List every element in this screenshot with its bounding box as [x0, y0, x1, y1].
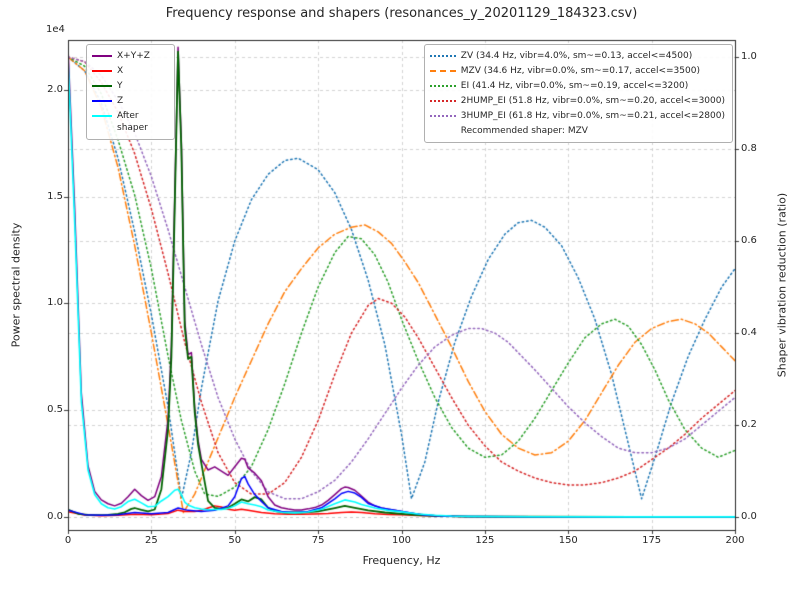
x-tick-label: 25: [145, 535, 158, 546]
legend-measurements: X+Y+Z X Y Z After shaper: [86, 44, 175, 140]
legend-label: ZV (34.4 Hz, vibr=4.0%, sm~=0.13, accel<…: [460, 50, 693, 61]
legend-item-x-y-z: X+Y+Z: [92, 48, 167, 63]
legend-item-zv: ZV (34.4 Hz, vibr=4.0%, sm~=0.13, accel<…: [429, 48, 725, 63]
legend-item-2hump-ei: 2HUMP_EI (51.8 Hz, vibr=0.0%, sm~=0.20, …: [429, 93, 725, 108]
legend-line-sample: [92, 84, 112, 87]
recommended-shaper-note: Recommended shaper: MZV: [460, 126, 588, 137]
y-left-tick-label: 2.0: [47, 83, 63, 95]
legend-item-z: Z: [92, 93, 167, 108]
legend-line-sample: [92, 69, 112, 72]
legend-line-sample: [92, 99, 112, 102]
legend-item-mzv: MZV (34.6 Hz, vibr=0.0%, sm~=0.17, accel…: [429, 63, 725, 78]
legend-label: X+Y+Z: [117, 50, 150, 61]
y-left-tick-label: 1.5: [47, 190, 63, 202]
legend-item-after: After shaper: [92, 109, 167, 136]
y-right-tick-label: 0.6: [741, 235, 757, 247]
legend-label: 2HUMP_EI (51.8 Hz, vibr=0.0%, sm~=0.20, …: [460, 95, 725, 106]
legend-label: EI (41.4 Hz, vibr=0.0%, sm~=0.19, accel<…: [460, 80, 689, 91]
y-left-tick-label: 0.0: [47, 510, 63, 522]
x-tick-label: 175: [642, 535, 662, 546]
y-axis-label-left: Power spectral density: [9, 222, 23, 348]
legend-line-sample: [429, 99, 456, 102]
x-tick-label: 200: [725, 535, 745, 546]
x-tick-label: 150: [558, 535, 578, 546]
x-tick-label: 100: [391, 535, 412, 546]
chart-title: Frequency response and shapers (resonanc…: [165, 6, 638, 21]
legend-item-3hump-ei: 3HUMP_EI (61.8 Hz, vibr=0.0%, sm~=0.21, …: [429, 109, 725, 124]
legend-label: Y: [117, 80, 123, 91]
x-tick-label: 0: [64, 535, 72, 546]
y-right-tick-label: 0.0: [741, 511, 757, 523]
x-tick-label: 75: [311, 535, 325, 546]
legend-label: 3HUMP_EI (61.8 Hz, vibr=0.0%, sm~=0.21, …: [460, 111, 725, 122]
x-tick-label: 50: [228, 535, 242, 546]
y-right-tick-label: 1.0: [741, 51, 757, 63]
y-axis-offset-label: 1e4: [46, 24, 65, 35]
legend-shapers: ZV (34.4 Hz, vibr=4.0%, sm~=0.13, accel<…: [423, 44, 733, 143]
y-right-tick-label: 0.2: [741, 419, 757, 431]
legend-line-sample: [429, 69, 456, 72]
y-right-tick-label: 0.8: [741, 143, 757, 155]
legend-item-y: Y: [92, 78, 167, 93]
legend-label: MZV (34.6 Hz, vibr=0.0%, sm~=0.17, accel…: [460, 65, 700, 76]
legend-line-sample: [429, 115, 456, 118]
legend-label: After shaper: [117, 111, 148, 134]
legend-item-x: X: [92, 63, 167, 78]
y-left-tick-label: 0.5: [47, 404, 63, 416]
legend-line-sample: [429, 54, 456, 57]
legend-item-ei: EI (41.4 Hz, vibr=0.0%, sm~=0.19, accel<…: [429, 78, 725, 93]
x-axis-label: Frequency, Hz: [362, 554, 441, 567]
legend-line-sample: [92, 54, 112, 57]
legend-line-sample: [429, 84, 456, 87]
legend-label: X: [117, 65, 124, 76]
y-axis-label-right: Shaper vibration reduction (ratio): [775, 192, 789, 378]
legend-line-sample: [92, 115, 112, 118]
y-right-tick-label: 0.4: [741, 327, 757, 339]
legend-label: Z: [117, 95, 124, 106]
y-left-tick-label: 1.0: [47, 297, 63, 309]
x-tick-label: 125: [475, 535, 495, 546]
